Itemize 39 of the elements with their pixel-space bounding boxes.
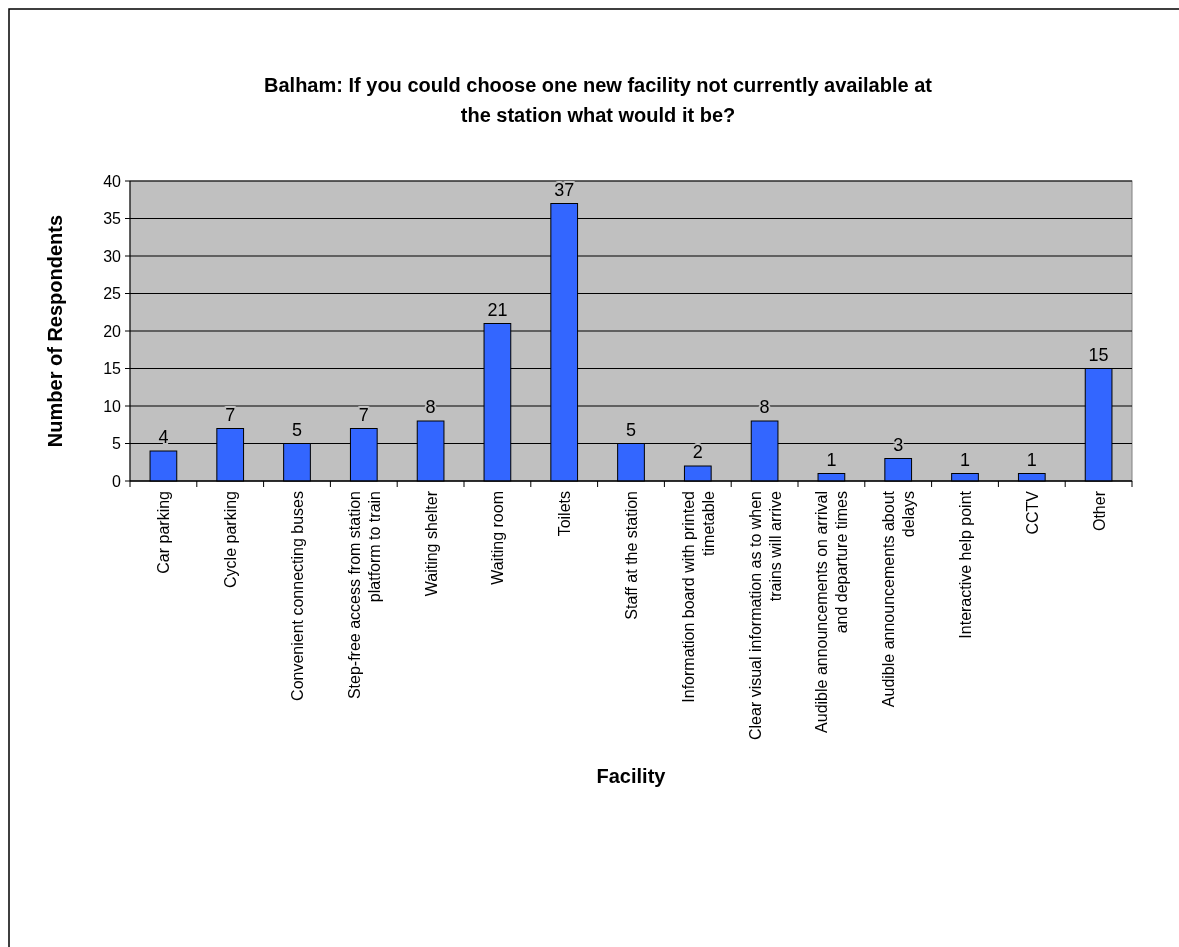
data-label: 21: [487, 299, 508, 320]
y-axis-title: Number of Respondents: [44, 214, 66, 448]
data-label: 15: [1088, 344, 1109, 365]
chart-title: Balham: If you could choose one new facility not currently available at the station what would it be?: [264, 74, 933, 126]
x-tick-label: Toilets: [556, 491, 574, 537]
y-tick-label: 35: [103, 210, 122, 228]
data-label: 1: [959, 449, 971, 470]
x-tick-label: Information board with printed timetable: [679, 490, 717, 703]
x-tick-label: Cycle parking: [222, 491, 240, 588]
x-tick-label: Interactive help point: [957, 490, 974, 639]
data-label: 2: [692, 442, 703, 462]
y-tick-label: 25: [103, 285, 122, 303]
data-label: 5: [291, 419, 303, 440]
x-tick-label: Waiting shelter: [422, 490, 440, 597]
x-tick-label: Other: [1090, 490, 1108, 532]
y-tick-label: 40: [103, 172, 122, 190]
y-tick-label: 30: [103, 247, 122, 265]
data-label: 8: [425, 397, 436, 417]
x-tick-label: Convenient connecting buses: [289, 491, 306, 701]
x-tick-label: Audible announcements about delays: [880, 490, 918, 708]
x-axis-title: Facility: [596, 765, 667, 787]
y-tick-label: 10: [103, 397, 122, 415]
data-label: 37: [554, 179, 575, 200]
x-tick-label: Car parking: [155, 491, 173, 574]
data-label: 1: [826, 449, 837, 470]
y-tick-label: 15: [103, 360, 122, 378]
x-tick-label: Step-free access from station platform to train: [345, 491, 383, 700]
data-label: 1: [1026, 449, 1037, 470]
data-label: 7: [225, 404, 236, 425]
data-label: 4: [158, 427, 169, 447]
data-label: 7: [358, 404, 369, 425]
data-label: 8: [759, 397, 770, 417]
data-label: 5: [625, 419, 637, 440]
y-tick-label: 5: [112, 435, 122, 453]
y-tick-label: 0: [112, 472, 122, 490]
y-tick-label: 20: [103, 322, 122, 340]
x-tick-label: Staff at the station: [623, 491, 640, 620]
x-tick-label: CCTV: [1023, 490, 1041, 535]
x-tick-label: Waiting room: [489, 491, 507, 585]
